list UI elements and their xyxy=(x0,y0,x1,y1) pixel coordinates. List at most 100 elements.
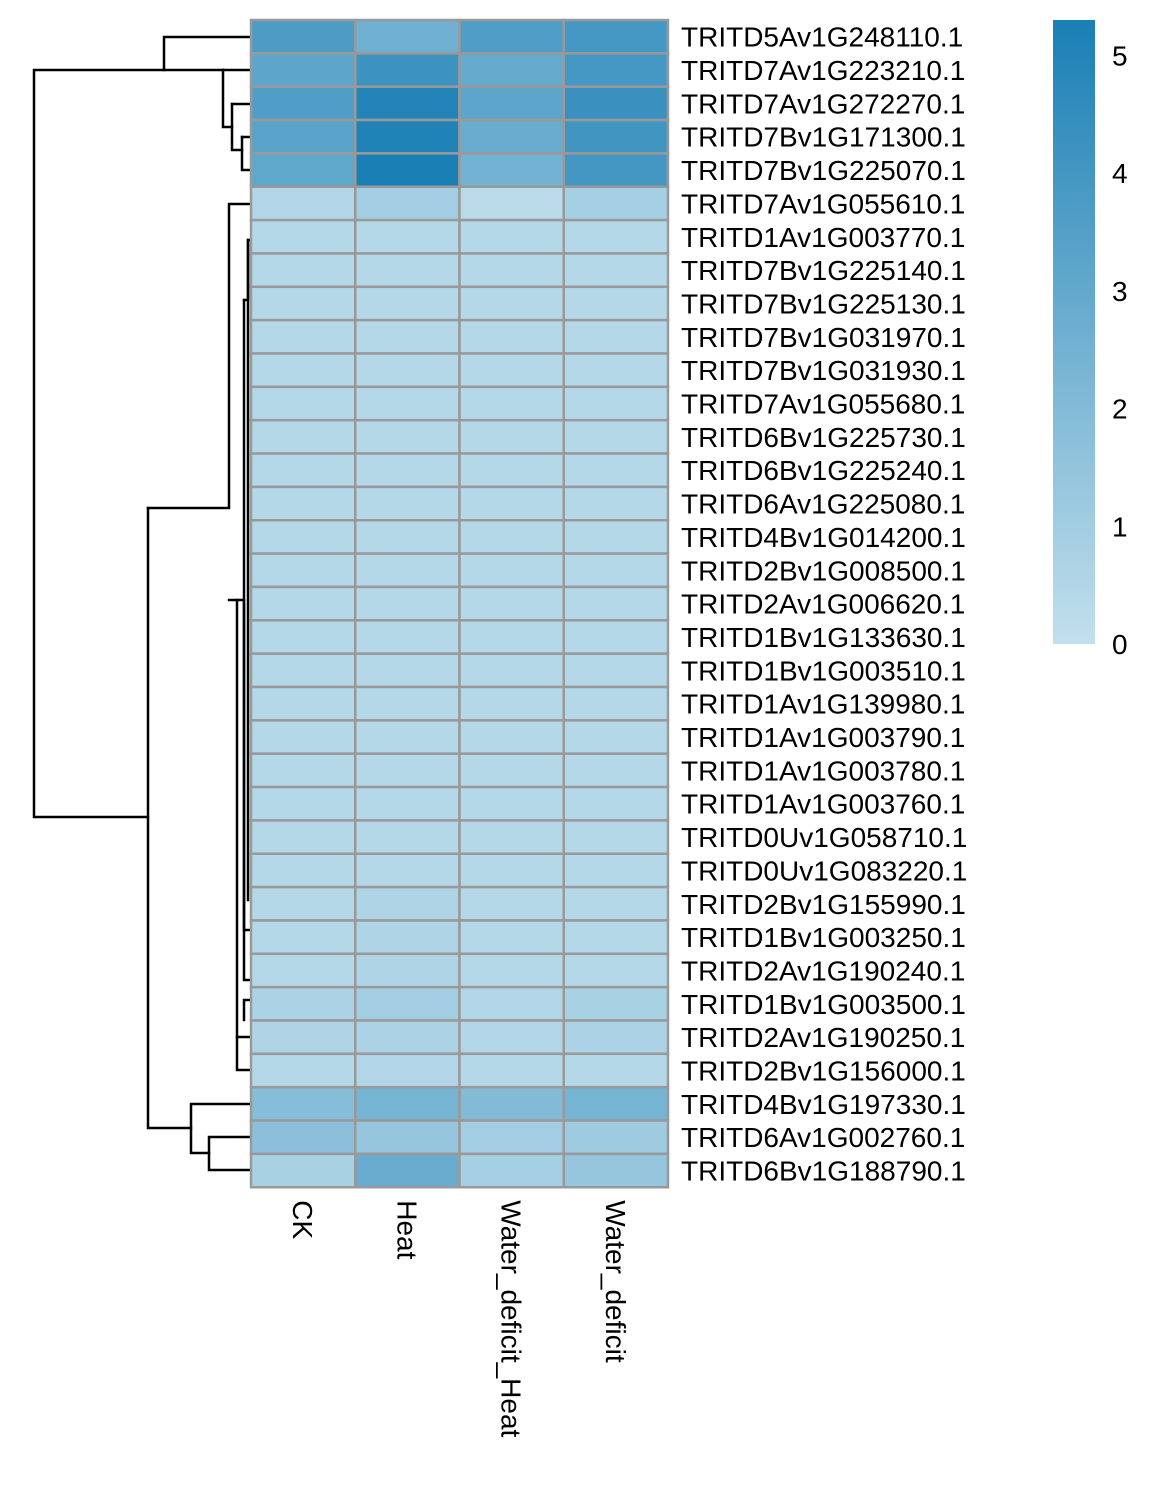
heatmap-cell xyxy=(249,1019,357,1056)
heatmap-cell xyxy=(249,1085,357,1122)
heatmap-cell xyxy=(458,519,565,555)
row-label: TRITD1Av1G003770.1 xyxy=(681,222,965,253)
heatmap-cell xyxy=(354,452,461,489)
heatmap-cells xyxy=(249,18,670,1189)
heatmap-cell xyxy=(458,18,565,55)
heatmap-cell xyxy=(562,1052,670,1089)
heatmap-cell xyxy=(562,485,670,522)
heatmap-cell xyxy=(249,485,357,522)
heatmap-cell xyxy=(354,819,461,856)
heatmap-cell xyxy=(354,1052,461,1089)
heatmap-cell xyxy=(354,885,461,922)
row-label: TRITD7Bv1G225130.1 xyxy=(681,288,966,319)
heatmap-cell xyxy=(354,1019,461,1056)
heatmap-cell xyxy=(562,952,670,989)
row-label: TRITD7Bv1G225140.1 xyxy=(681,255,966,286)
row-label: TRITD5Av1G248110.1 xyxy=(681,22,963,53)
heatmap-cell xyxy=(249,819,357,856)
heatmap-cell xyxy=(458,218,565,255)
row-label: TRITD7Av1G272270.1 xyxy=(681,88,965,119)
heatmap-cell xyxy=(562,919,670,956)
heatmap-cell xyxy=(458,1119,565,1156)
heatmap-cell xyxy=(249,152,357,188)
heatmap-cell xyxy=(562,218,670,255)
heatmap-cell xyxy=(562,585,670,622)
heatmap-cell xyxy=(354,85,461,122)
heatmap-cell xyxy=(458,285,565,322)
heatmap-cell xyxy=(354,619,461,655)
heatmap-cell xyxy=(458,418,565,455)
row-label: TRITD2Bv1G155990.1 xyxy=(681,889,966,920)
heatmap-cell xyxy=(562,1152,670,1189)
color-legend: 0 1 2 3 4 5 xyxy=(1053,20,1128,660)
heatmap-cell xyxy=(458,452,565,489)
row-label: TRITD6Bv1G225730.1 xyxy=(681,422,966,453)
heatmap-cell xyxy=(458,552,565,589)
row-label: TRITD7Av1G055610.1 xyxy=(681,188,965,219)
dendrogram-branch xyxy=(32,68,166,819)
heatmap-cell xyxy=(562,552,670,589)
heatmap-cell xyxy=(249,352,357,389)
row-label: TRITD1Bv1G003250.1 xyxy=(681,922,966,953)
heatmap-cell xyxy=(458,685,565,722)
row-dendrogram xyxy=(32,35,252,1172)
heatmap-cell xyxy=(249,752,357,789)
row-label: TRITD6Bv1G188790.1 xyxy=(681,1156,966,1187)
heatmap-cell xyxy=(249,1152,357,1189)
column-labels: CK Heat Water_deficit_Heat Water_deficit xyxy=(287,1200,631,1437)
heatmap-cell xyxy=(562,852,670,889)
row-label: TRITD2Av1G006620.1 xyxy=(681,589,965,620)
heatmap-cell xyxy=(458,52,565,88)
heatmap-cell xyxy=(458,585,565,622)
heatmap-cell xyxy=(562,152,670,188)
heatmap-cell xyxy=(249,285,357,322)
heatmap-cell xyxy=(458,485,565,522)
heatmap-cell xyxy=(354,1085,461,1122)
dendrogram-branch xyxy=(227,598,252,1039)
heatmap-cell xyxy=(249,418,357,455)
heatmap-cell xyxy=(458,118,565,155)
legend-tick-label: 5 xyxy=(1112,40,1128,71)
heatmap-cell xyxy=(354,385,461,422)
color-legend-bar xyxy=(1053,20,1095,644)
heatmap-cell xyxy=(562,1019,670,1056)
heatmap-cell xyxy=(458,85,565,122)
heatmap-cell xyxy=(354,485,461,522)
heatmap-cell xyxy=(354,719,461,755)
heatmap-cell xyxy=(562,985,670,1022)
legend-tick-label: 1 xyxy=(1112,511,1128,542)
row-label: TRITD1Av1G139980.1 xyxy=(681,689,965,720)
heatmap-cell xyxy=(249,719,357,755)
dendrogram-branch xyxy=(221,68,234,129)
dendrogram-branch xyxy=(235,1035,252,1072)
heatmap-cell xyxy=(562,52,670,88)
heatmap-cell xyxy=(562,385,670,422)
heatmap-cell xyxy=(354,52,461,88)
heatmap-cell xyxy=(458,1019,565,1056)
heatmap-cell xyxy=(249,552,357,589)
heatmap-cell xyxy=(562,685,670,722)
heatmap-cell xyxy=(458,1152,565,1189)
heatmap-cell xyxy=(562,285,670,322)
heatmap-cell xyxy=(458,819,565,856)
row-label: TRITD4Bv1G197330.1 xyxy=(681,1089,966,1120)
row-label: TRITD1Bv1G133630.1 xyxy=(681,622,966,653)
heatmap-cell xyxy=(458,785,565,822)
row-label: TRITD0Uv1G058710.1 xyxy=(681,822,967,853)
heatmap-cell xyxy=(354,252,461,289)
heatmap-cell xyxy=(354,985,461,1022)
row-label: TRITD7Bv1G031930.1 xyxy=(681,355,966,386)
heatmap-cell xyxy=(354,685,461,722)
heatmap-cell xyxy=(458,919,565,956)
heatmap-cell xyxy=(562,352,670,389)
heatmap-cell xyxy=(354,585,461,622)
heatmap-cell xyxy=(249,385,357,422)
heatmap-cell xyxy=(354,952,461,989)
heatmap-cell xyxy=(354,18,461,55)
heatmap-cell xyxy=(249,218,357,255)
heatmap-cell xyxy=(354,318,461,355)
dendrogram-branch xyxy=(146,202,252,510)
heatmap-cell xyxy=(458,652,565,689)
heatmap-cell xyxy=(354,118,461,155)
heatmap-cell xyxy=(562,452,670,489)
